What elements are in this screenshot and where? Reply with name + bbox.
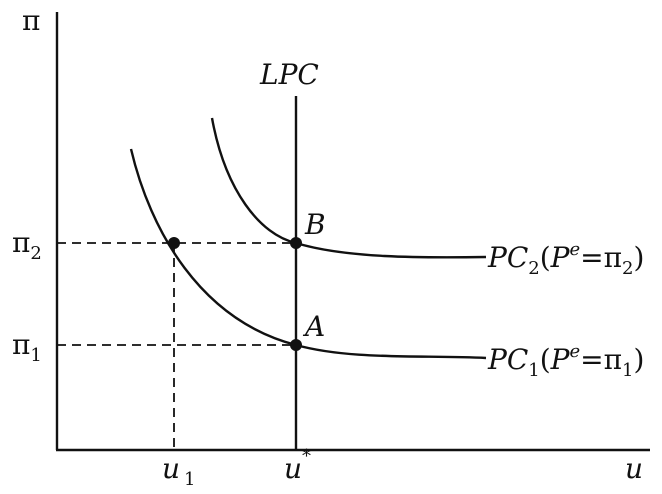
pc1-label-paren-close: ) xyxy=(633,343,644,376)
pc2-curve xyxy=(210,117,487,259)
point-b-label: B xyxy=(304,208,326,241)
pc1-label-paren-open: ( xyxy=(540,343,551,376)
lpc-label: LPC xyxy=(259,58,319,91)
x-tick-ustar: u* xyxy=(284,446,311,485)
point-u1-pi2 xyxy=(168,237,180,249)
pc1-label-eq: = xyxy=(580,343,603,376)
pc1-label-pe-sup: e xyxy=(570,341,581,362)
x-axis-label: u xyxy=(625,452,643,485)
point-a xyxy=(290,339,302,351)
x-tick-ustar-sup: * xyxy=(302,446,311,467)
pc1-label-base: PC xyxy=(487,343,528,376)
pc1-curve xyxy=(129,148,487,360)
pc2-label-pe-base: P xyxy=(550,241,571,274)
y-tick-pi1: π1 xyxy=(12,328,42,366)
point-b xyxy=(290,237,302,249)
y-tick-pi2-sub: 2 xyxy=(30,243,41,264)
x-tick-ustar-base: u xyxy=(284,452,302,485)
pc2-label: PC2(Pe=π2) xyxy=(487,239,644,279)
pc2-label-eq: = xyxy=(580,241,603,274)
x-tick-u1-sub: 1 xyxy=(184,469,195,490)
pc1-label-pi-sub: 1 xyxy=(622,360,633,381)
y-tick-pi1-base: π xyxy=(12,328,30,361)
pc2-label-paren-open: ( xyxy=(540,241,551,274)
pc2-label-pi-base: π xyxy=(604,241,622,274)
point-a-label: A xyxy=(302,310,325,343)
y-tick-pi1-sub: 1 xyxy=(30,345,41,366)
pc1-label-sub: 1 xyxy=(528,360,539,381)
y-tick-pi2: π2 xyxy=(12,226,42,264)
pc1-label-pe-base: P xyxy=(550,343,571,376)
pc2-label-pe-sup: e xyxy=(570,239,581,260)
y-axis-label: π xyxy=(22,4,40,37)
pc2-label-pi-sub: 2 xyxy=(622,258,633,279)
pc2-label-sub: 2 xyxy=(528,258,539,279)
y-tick-pi2-base: π xyxy=(12,226,30,259)
pc2-label-base: PC xyxy=(487,241,528,274)
pc2-label-paren-close: ) xyxy=(633,241,644,274)
x-tick-u1-base: u xyxy=(162,452,180,485)
pc1-label-pi-base: π xyxy=(604,343,622,376)
pc1-label: PC1(Pe=π1) xyxy=(487,341,644,381)
